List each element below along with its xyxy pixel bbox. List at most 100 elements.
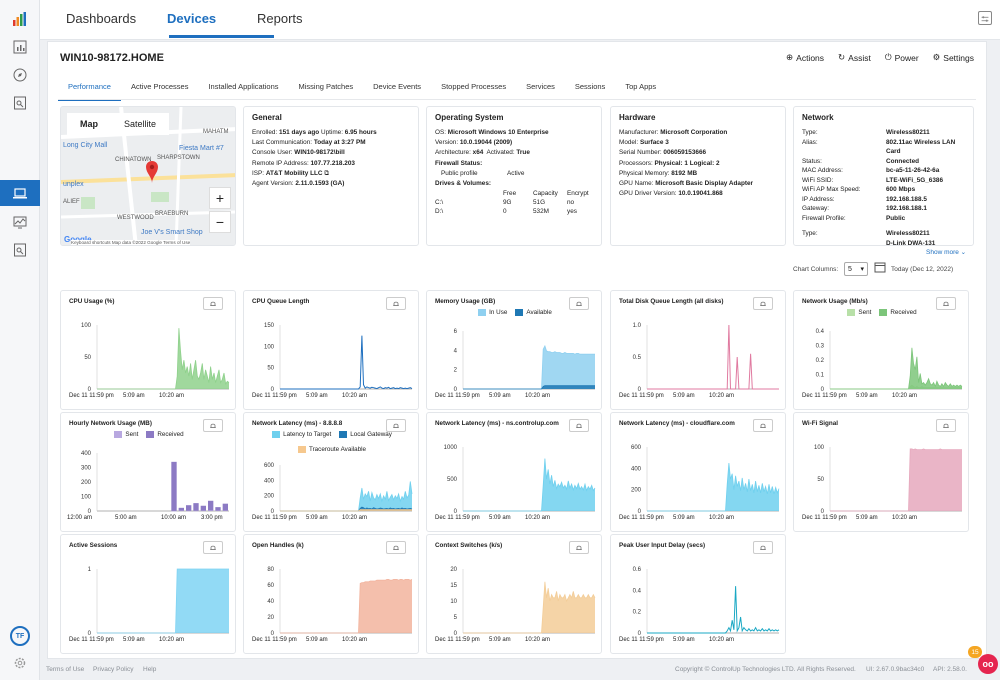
map-tab[interactable]: Map (67, 113, 111, 135)
legend-item[interactable]: Received (879, 309, 917, 316)
subtab-services[interactable]: Services (526, 82, 555, 91)
subtab-sessions[interactable]: Sessions (574, 82, 606, 91)
zoom-in-button[interactable]: + (209, 187, 231, 209)
bell-icon[interactable] (386, 541, 406, 554)
layout-settings-icon[interactable] (978, 11, 992, 25)
series-line[interactable] (647, 462, 780, 512)
series-area[interactable] (463, 385, 595, 389)
report-list-icon[interactable] (8, 239, 32, 261)
legend-item[interactable]: In Use (478, 309, 507, 316)
series-area[interactable] (463, 345, 595, 389)
subtab-stopped-processes[interactable]: Stopped Processes (441, 82, 507, 91)
bar[interactable] (171, 510, 177, 512)
series-line[interactable] (280, 335, 413, 390)
bell-icon[interactable] (203, 419, 223, 432)
bar[interactable] (186, 510, 192, 512)
bar[interactable] (193, 510, 199, 512)
series-area[interactable] (97, 569, 229, 633)
external-link-icon[interactable]: ⧉ (324, 169, 329, 177)
bell-icon[interactable] (753, 541, 773, 554)
bell-icon[interactable] (203, 541, 223, 554)
series-line[interactable] (97, 328, 230, 390)
user-avatar[interactable]: TF (10, 626, 30, 646)
chart-columns-select[interactable]: 5 ▾ (844, 262, 868, 276)
series-area[interactable] (463, 458, 595, 512)
date-label[interactable]: Today (Dec 12, 2022) (891, 266, 954, 273)
legend-item[interactable]: Sent (847, 309, 871, 316)
legend-item[interactable]: Received (146, 431, 184, 438)
bell-icon[interactable] (753, 297, 773, 310)
bar-chart-icon[interactable] (8, 36, 32, 58)
subtab-active-processes[interactable]: Active Processes (130, 82, 189, 91)
bar[interactable] (208, 500, 214, 511)
legend-item[interactable]: Sent (114, 431, 138, 438)
bar[interactable] (193, 503, 199, 511)
bar[interactable] (200, 510, 206, 512)
bell-icon[interactable] (386, 297, 406, 310)
bar[interactable] (208, 510, 214, 511)
series-line[interactable] (97, 568, 229, 634)
satellite-tab[interactable]: Satellite (111, 113, 169, 135)
bell-icon[interactable] (569, 419, 589, 432)
legend-item[interactable]: Latency to Target (272, 431, 331, 438)
series-line[interactable] (280, 509, 412, 512)
series-line[interactable] (647, 586, 780, 634)
series-line[interactable] (830, 347, 963, 390)
series-line[interactable] (647, 324, 779, 390)
bar[interactable] (222, 510, 228, 512)
logo-bars-icon[interactable] (8, 8, 32, 30)
subtab-performance[interactable]: Performance (58, 82, 121, 101)
report-icon[interactable] (8, 92, 32, 114)
bell-icon[interactable] (936, 419, 956, 432)
power-button[interactable]: ⏻ Power (885, 52, 919, 63)
series-line[interactable] (463, 581, 596, 634)
series-line[interactable] (463, 458, 596, 512)
legend-item[interactable]: Traceroute Available (297, 446, 366, 453)
help-link[interactable]: Help (143, 666, 157, 673)
compass-icon[interactable] (8, 64, 32, 86)
zoom-out-button[interactable]: − (209, 211, 231, 233)
series-line[interactable] (830, 448, 962, 512)
bar[interactable] (200, 505, 206, 511)
series-area[interactable] (97, 328, 229, 389)
bar[interactable] (178, 507, 184, 511)
series-area[interactable] (830, 448, 962, 511)
bar[interactable] (171, 461, 177, 511)
settings-button[interactable]: ⚙ Settings (933, 52, 974, 63)
series-line[interactable] (463, 385, 595, 390)
subtab-installed-applications[interactable]: Installed Applications (208, 82, 279, 91)
chat-launcher-icon[interactable]: oo (978, 654, 998, 674)
bell-icon[interactable] (386, 419, 406, 432)
actions-button[interactable]: ⊕ Actions (786, 52, 824, 63)
bar[interactable] (222, 503, 228, 511)
privacy-link[interactable]: Privacy Policy (93, 666, 134, 673)
subtab-top-apps[interactable]: Top Apps (625, 82, 657, 91)
bell-icon[interactable] (936, 297, 956, 310)
tab-dashboards[interactable]: Dashboards (66, 11, 137, 26)
bell-icon[interactable] (203, 297, 223, 310)
laptop-icon[interactable] (8, 182, 32, 204)
bar[interactable] (186, 505, 192, 511)
assist-button[interactable]: ↻ Assist (838, 52, 871, 63)
terms-link[interactable]: Terms of Use (46, 666, 85, 673)
series-area[interactable] (280, 481, 412, 511)
legend-item[interactable]: Local Gateway (339, 431, 392, 438)
subtab-device-events[interactable]: Device Events (373, 82, 422, 91)
tab-devices[interactable]: Devices (167, 11, 217, 26)
series-area[interactable] (647, 463, 779, 511)
settings-gear-icon[interactable] (8, 652, 32, 674)
show-more-link[interactable]: Show more ⌄ (926, 249, 967, 256)
monitor-chart-icon[interactable] (8, 211, 32, 233)
bell-icon[interactable] (569, 541, 589, 554)
location-map[interactable]: Map Satellite + − Long City Mall CHINATO… (60, 106, 236, 246)
series-line[interactable] (280, 579, 413, 634)
legend-item[interactable]: Available (515, 309, 552, 316)
bell-icon[interactable] (569, 297, 589, 310)
series-area[interactable] (830, 347, 962, 389)
series-area[interactable] (463, 581, 595, 633)
subtab-missing-patches[interactable]: Missing Patches (298, 82, 354, 91)
calendar-icon[interactable] (874, 260, 886, 273)
tab-reports[interactable]: Reports (257, 11, 303, 26)
bar[interactable] (215, 510, 221, 512)
bar[interactable] (215, 507, 221, 511)
